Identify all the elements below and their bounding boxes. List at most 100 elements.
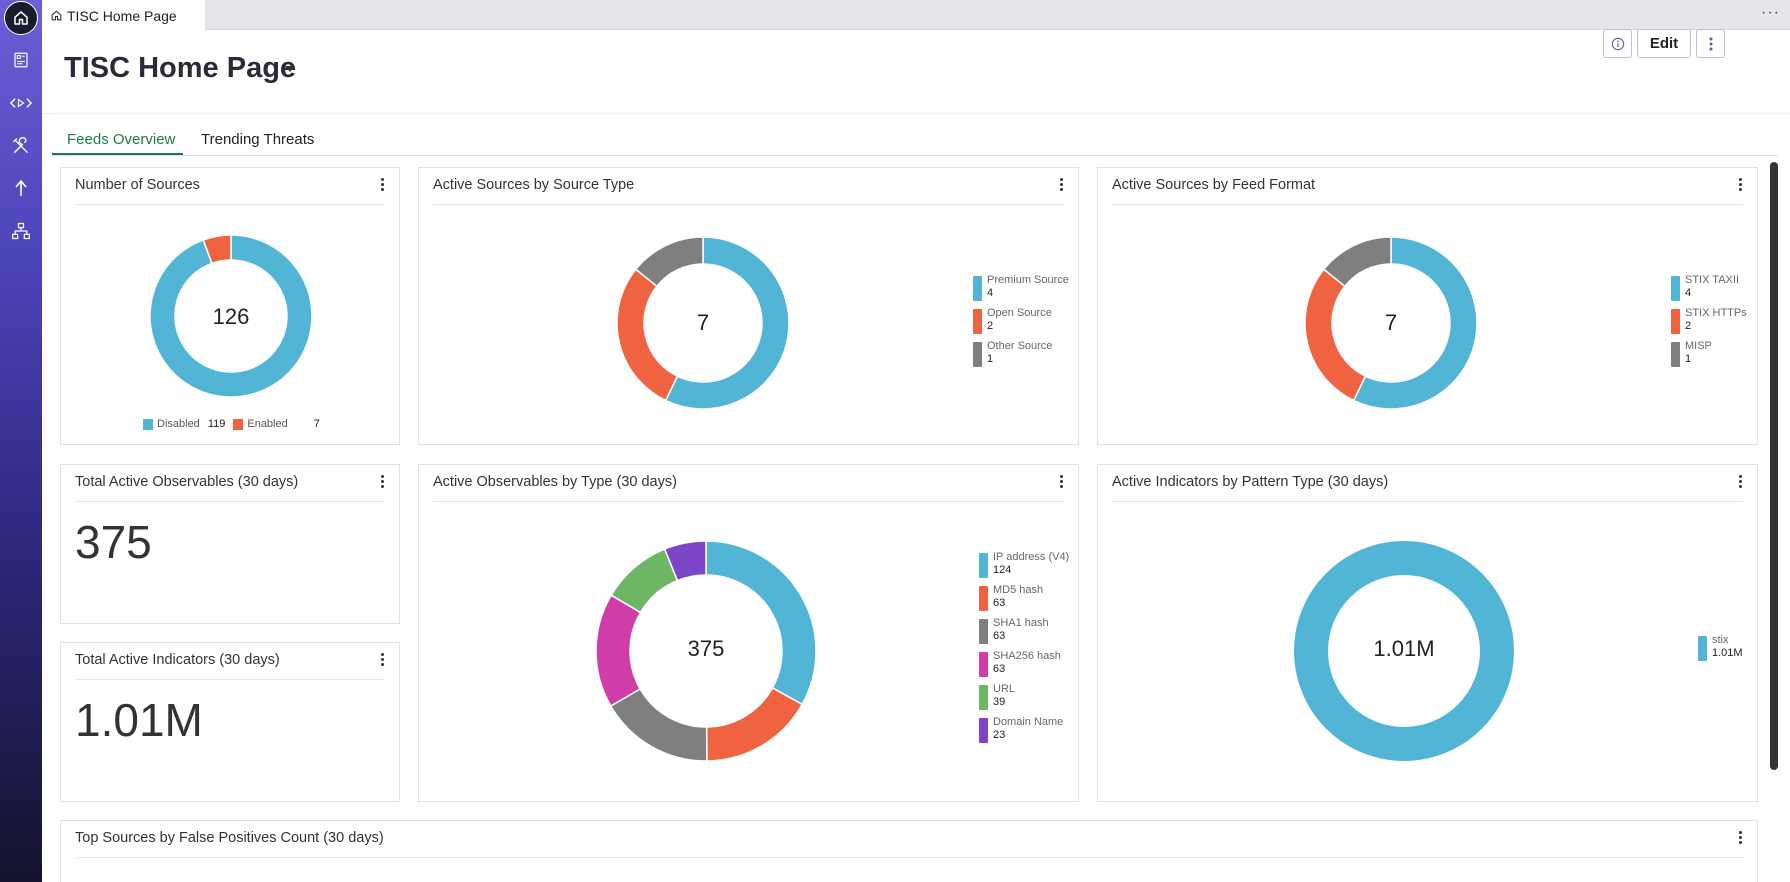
legend-item[interactable]: STIX HTTPs 2 bbox=[1671, 307, 1747, 340]
legend-swatch bbox=[233, 418, 244, 430]
donut-slice-stix-taxii[interactable] bbox=[1352, 236, 1478, 410]
card-title: Active Sources by Feed Format bbox=[1112, 177, 1316, 193]
card-title: Total Active Observables (30 days) bbox=[75, 474, 299, 490]
legend-value: 7 bbox=[313, 418, 320, 430]
card-observables-by-type: Active Observables by Type (30 days) 375… bbox=[418, 464, 1079, 802]
legend-label: Premium Source bbox=[987, 274, 1069, 286]
metric-value: 375 bbox=[75, 516, 152, 568]
edit-button[interactable]: Edit bbox=[1637, 29, 1691, 58]
donut-slice-stix[interactable] bbox=[1294, 541, 1514, 761]
legend-swatch bbox=[979, 586, 988, 611]
tab-feeds-overview[interactable]: Feeds Overview bbox=[67, 131, 176, 148]
card-kebab-icon[interactable] bbox=[381, 475, 385, 490]
dashboard-icon bbox=[14, 52, 28, 68]
card-title: Active Indicators by Pattern Type (30 da… bbox=[1112, 474, 1389, 490]
divider bbox=[1112, 501, 1743, 502]
legend-value: 2 bbox=[987, 320, 994, 332]
sidebar-item-upload[interactable] bbox=[0, 170, 42, 206]
legend-item[interactable]: SHA1 hash 63 bbox=[979, 617, 1069, 650]
donut-slice-sha1-hash[interactable] bbox=[609, 687, 708, 762]
donut-slice-disabled[interactable] bbox=[149, 234, 313, 398]
legend-item[interactable]: IP address (V4) 124 bbox=[979, 551, 1069, 584]
donut-slice-misp[interactable] bbox=[1322, 236, 1392, 288]
sidebar-item-tools[interactable] bbox=[0, 128, 42, 164]
window-tab-strip: TISC Home Page ··· bbox=[42, 0, 1790, 31]
card-title: Number of Sources bbox=[75, 177, 200, 193]
info-button[interactable] bbox=[1603, 29, 1632, 58]
tab-trending-threats[interactable]: Trending Threats bbox=[201, 131, 315, 148]
legend-label: SHA256 hash bbox=[993, 650, 1061, 662]
legend-label: Open Source bbox=[987, 307, 1052, 319]
tools-icon bbox=[13, 137, 29, 154]
donut-chart bbox=[595, 540, 817, 762]
donut-slice-stix-https[interactable] bbox=[1304, 268, 1367, 402]
card-title: Active Observables by Type (30 days) bbox=[433, 474, 677, 490]
legend-item[interactable]: MISP 1 bbox=[1671, 340, 1747, 373]
chart-legend: stix 1.01M bbox=[1698, 634, 1743, 667]
metric-value: 1.01M bbox=[75, 694, 203, 746]
divider bbox=[75, 679, 385, 680]
chart-legend: IP address (V4) 124 MD5 hash 63 SHA1 hash 63 S… bbox=[979, 551, 1069, 749]
card-kebab-icon[interactable] bbox=[1060, 178, 1064, 193]
legend-swatch bbox=[979, 553, 988, 578]
card-top-false-positives: Top Sources by False Positives Count (30… bbox=[60, 820, 1758, 882]
legend-swatch bbox=[979, 685, 988, 710]
sidebar-item-home[interactable] bbox=[0, 0, 42, 36]
divider bbox=[433, 501, 1064, 502]
donut-slice-premium-source[interactable] bbox=[664, 236, 790, 410]
legend-item[interactable]: SHA256 hash 63 bbox=[979, 650, 1069, 683]
donut-center-value: 7 bbox=[696, 310, 710, 335]
card-kebab-icon[interactable] bbox=[381, 653, 385, 668]
legend-item[interactable]: MD5 hash 63 bbox=[979, 584, 1069, 617]
legend-item[interactable]: Open Source 2 bbox=[973, 307, 1069, 340]
card-kebab-icon[interactable] bbox=[381, 178, 385, 193]
sidebar-item-dashboards[interactable] bbox=[0, 42, 42, 78]
upload-arrow-icon bbox=[15, 179, 27, 196]
divider bbox=[75, 857, 1743, 858]
legend-item[interactable]: stix 1.01M bbox=[1698, 634, 1743, 667]
legend-label: Enabled bbox=[247, 418, 288, 430]
card-total-observables: Total Active Observables (30 days) 375 bbox=[60, 464, 400, 624]
donut-slice-open-source[interactable] bbox=[616, 268, 679, 402]
legend-label: Domain Name bbox=[993, 716, 1064, 728]
legend-item[interactable]: Premium Source 4 bbox=[973, 274, 1069, 307]
donut-slice-other-source[interactable] bbox=[634, 236, 704, 288]
divider bbox=[433, 204, 1064, 205]
chart-legend: STIX TAXII 4 STIX HTTPs 2 MISP 1 bbox=[1671, 274, 1747, 373]
legend-swatch bbox=[1671, 276, 1680, 301]
legend-value: 119 bbox=[207, 418, 226, 430]
legend-item[interactable]: URL 39 bbox=[979, 683, 1069, 716]
card-kebab-icon[interactable] bbox=[1060, 475, 1064, 490]
subtab-bar: Feeds Overview Trending Threats bbox=[52, 124, 1778, 156]
sidebar-item-network[interactable] bbox=[0, 213, 42, 249]
donut-center-value: 7 bbox=[1384, 310, 1398, 335]
donut-slice-domain-name[interactable] bbox=[663, 540, 707, 582]
card-total-indicators: Total Active Indicators (30 days) 1.01M bbox=[60, 642, 400, 802]
chevron-down-icon[interactable] bbox=[285, 66, 295, 72]
legend-item[interactable]: Other Source 1 bbox=[973, 340, 1069, 373]
legend-label: MISP bbox=[1685, 340, 1712, 352]
home-icon bbox=[51, 10, 62, 21]
donut-slice-sha256-hash[interactable] bbox=[595, 594, 642, 708]
legend-value: 124 bbox=[993, 564, 1012, 576]
card-kebab-icon[interactable] bbox=[1739, 831, 1743, 846]
header-kebab-button[interactable] bbox=[1696, 29, 1725, 58]
card-kebab-icon[interactable] bbox=[1739, 475, 1743, 490]
donut-slice-ip-address-v4-[interactable] bbox=[705, 540, 817, 706]
home-icon bbox=[4, 1, 38, 35]
window-tab-home[interactable]: TISC Home Page bbox=[42, 0, 205, 31]
card-kebab-icon[interactable] bbox=[1739, 178, 1743, 193]
legend-label: SHA1 hash bbox=[993, 617, 1049, 629]
donut-slice-enabled[interactable] bbox=[202, 234, 232, 265]
info-icon bbox=[1611, 37, 1624, 50]
sidebar bbox=[0, 0, 42, 882]
legend-item[interactable]: STIX TAXII 4 bbox=[1671, 274, 1747, 307]
donut-chart bbox=[149, 234, 313, 398]
active-tab-indicator bbox=[52, 153, 183, 155]
legend-item[interactable]: Domain Name 23 bbox=[979, 716, 1069, 749]
legend-label: stix bbox=[1712, 634, 1729, 646]
sidebar-item-feeds[interactable] bbox=[0, 85, 42, 121]
donut-slice-md5-hash[interactable] bbox=[705, 686, 804, 762]
vertical-scrollbar[interactable] bbox=[1770, 162, 1778, 770]
more-options-icon[interactable]: ··· bbox=[1761, 4, 1780, 21]
